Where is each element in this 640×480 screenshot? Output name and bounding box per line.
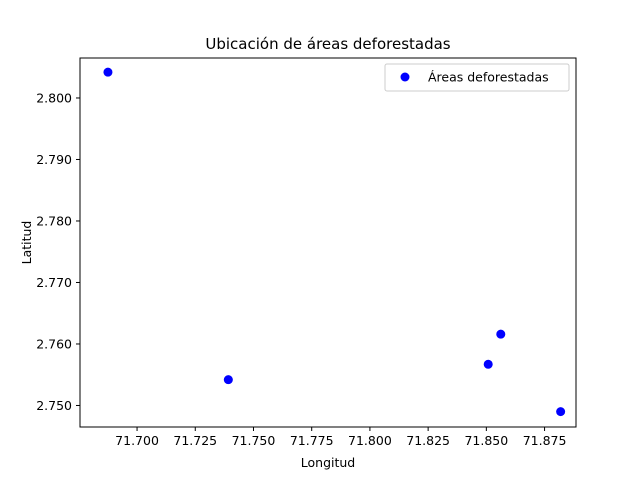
x-tick-label: 71.775 [290,433,334,448]
y-tick-label: 2.750 [36,398,72,413]
x-tick-label: 71.875 [523,433,567,448]
y-tick-label: 2.800 [36,90,72,105]
x-tick-label: 71.800 [348,433,392,448]
y-tick-label: 2.760 [36,336,72,351]
data-point [556,407,566,417]
data-point [483,359,493,369]
x-tick-label: 71.700 [115,433,159,448]
plot-area [79,57,577,428]
axes-frame [79,57,577,428]
x-tick-label: 71.725 [173,433,217,448]
data-point [223,375,233,385]
x-tick-label: 71.750 [232,433,276,448]
y-tick-label: 2.780 [36,213,72,228]
data-points [103,67,566,417]
legend-label: Áreas deforestadas [428,70,549,85]
legend: Áreas deforestadas [384,63,570,92]
legend-box [384,63,570,92]
data-point [103,67,113,77]
x-axis: 71.700 71.725 71.750 71.775 71.800 71.825 71.8… [115,427,566,448]
x-axis-label: Longitud [301,455,355,470]
y-axis-label: Latitud [19,221,34,265]
x-tick-label: 71.850 [464,433,508,448]
x-tick-label: 71.825 [406,433,450,448]
y-tick-label: 2.790 [36,152,72,167]
y-axis: 2.750 2.760 2.770 2.780 2.790 2.800 [36,90,80,413]
y-tick-label: 2.770 [36,275,72,290]
data-point [496,329,506,339]
legend-marker [400,72,410,82]
chart-title: Ubicación de áreas deforestadas [205,35,450,53]
